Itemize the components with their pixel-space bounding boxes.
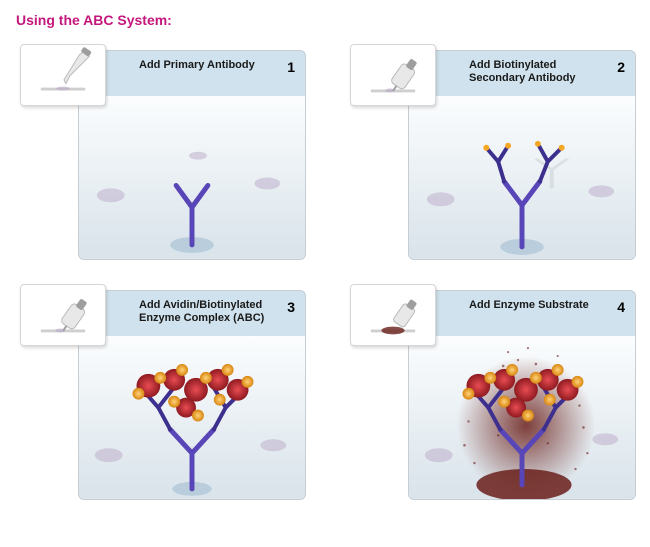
- step-label: Add Biotinylated Secondary Antibody: [449, 59, 609, 85]
- dish-icon: [351, 285, 435, 345]
- step-header: Add Biotinylated Secondary Antibody 2: [408, 50, 636, 96]
- step-number: 1: [287, 59, 295, 75]
- steps-grid: Add Primary Antibody 1: [10, 50, 640, 500]
- thumb-pipette: [20, 44, 106, 106]
- step-header: Add Enzyme Substrate 4: [408, 290, 636, 336]
- diagram-enzyme-substrate: [409, 336, 635, 499]
- diagram-abc-complex: [79, 336, 305, 499]
- step-header: Add Avidin/Biotinylated Enzyme Complex (…: [78, 290, 306, 336]
- step-panel-4: Add Enzyme Substrate 4: [356, 290, 636, 500]
- step-panel-3: Add Avidin/Biotinylated Enzyme Complex (…: [26, 290, 306, 500]
- step-stage: [78, 336, 306, 500]
- step-label: Add Avidin/Biotinylated Enzyme Complex (…: [119, 299, 279, 325]
- step-stage: [408, 336, 636, 500]
- step-label: Add Primary Antibody: [119, 59, 279, 72]
- thumb-bottle: [20, 284, 106, 346]
- step-stage: [78, 96, 306, 260]
- step-number: 2: [617, 59, 625, 75]
- step-header: Add Primary Antibody 1: [78, 50, 306, 96]
- diagram-primary-antibody: [79, 96, 305, 259]
- diagram-secondary-antibody: [409, 96, 635, 259]
- bottle-icon: [351, 45, 435, 105]
- thumb-dish-stain: [350, 284, 436, 346]
- thumb-bottle: [350, 44, 436, 106]
- step-panel-1: Add Primary Antibody 1: [26, 50, 306, 260]
- step-stage: [408, 96, 636, 260]
- bottle-icon: [21, 285, 105, 345]
- step-panel-2: Add Biotinylated Secondary Antibody 2: [356, 50, 636, 260]
- step-number: 3: [287, 299, 295, 315]
- pipette-icon: [21, 45, 105, 105]
- step-label: Add Enzyme Substrate: [449, 299, 609, 312]
- step-number: 4: [617, 299, 625, 315]
- page-title: Using the ABC System:: [16, 12, 640, 28]
